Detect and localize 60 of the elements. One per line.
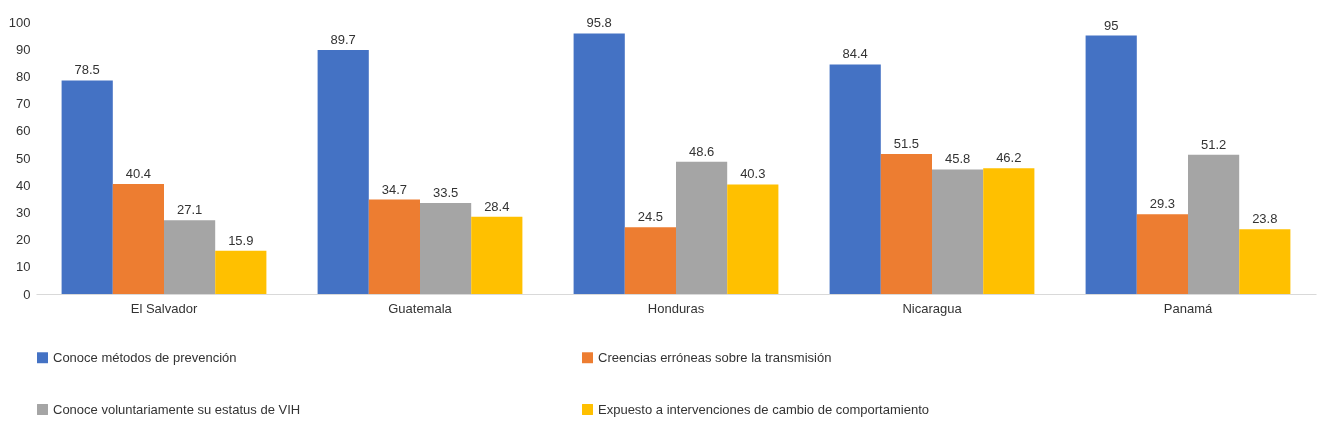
data-label: 84.4 (842, 46, 868, 62)
legend-label: Conoce voluntariamente su estatus de VIH (53, 401, 301, 417)
y-tick-label: 10 (16, 259, 31, 275)
bar (624, 227, 676, 294)
data-label: 34.7 (381, 181, 408, 197)
x-tick-label: Honduras (647, 300, 705, 316)
bar (471, 216, 523, 294)
bar (727, 184, 779, 294)
y-tick-label: 100 (8, 14, 31, 30)
data-label: 95.8 (586, 15, 612, 31)
data-label: 48.6 (688, 143, 715, 159)
data-label: 24.5 (637, 209, 664, 225)
data-label: 28.4 (484, 198, 510, 214)
bar (829, 64, 881, 294)
y-tick-label: 90 (16, 41, 31, 57)
bar (215, 250, 267, 294)
y-tick-label: 20 (16, 232, 31, 248)
bar (61, 80, 113, 294)
bar (932, 169, 984, 294)
y-tick-label: 50 (16, 150, 31, 166)
data-label: 78.5 (74, 62, 100, 78)
x-tick-label: Guatemala (388, 300, 453, 316)
x-tick-label: El Salvador (130, 300, 198, 316)
data-label: 51.5 (893, 135, 920, 151)
bar (164, 220, 216, 294)
data-label: 29.3 (1149, 196, 1176, 212)
bar (983, 168, 1035, 294)
legend-label: Conoce métodos de prevención (53, 349, 237, 365)
data-label: 23.8 (1252, 211, 1278, 227)
y-tick-label: 0 (23, 286, 31, 302)
legend-label: Creencias erróneas sobre la transmisión (598, 349, 832, 365)
bar (420, 202, 472, 294)
bar (573, 33, 625, 294)
bar (1239, 229, 1291, 294)
bar (1136, 214, 1188, 294)
data-label: 15.9 (228, 232, 254, 248)
y-tick-label: 60 (16, 123, 31, 139)
data-label: 95 (1103, 17, 1119, 33)
bar (676, 161, 728, 294)
x-tick-label: Panamá (1163, 300, 1213, 316)
bar (1188, 154, 1240, 294)
data-label: 27.1 (176, 202, 203, 218)
y-tick-label: 40 (16, 177, 31, 193)
data-label: 40.4 (125, 166, 152, 182)
data-label: 89.7 (330, 32, 356, 48)
data-label: 51.2 (1200, 136, 1227, 152)
bar (368, 199, 420, 294)
y-tick-label: 70 (16, 96, 31, 112)
bar (317, 50, 369, 294)
bar (1085, 35, 1137, 294)
data-label: 40.3 (740, 166, 766, 182)
y-tick-label: 80 (16, 68, 31, 84)
bar (880, 153, 932, 294)
data-label: 46.2 (996, 150, 1022, 166)
y-tick-label: 30 (16, 204, 31, 220)
legend-label: Expuesto a intervenciones de cambio de comportamiento (598, 401, 929, 417)
data-label: 33.5 (432, 184, 459, 200)
bar (112, 184, 164, 294)
data-label: 45.8 (944, 151, 971, 167)
x-tick-label: Nicaragua (902, 300, 963, 316)
